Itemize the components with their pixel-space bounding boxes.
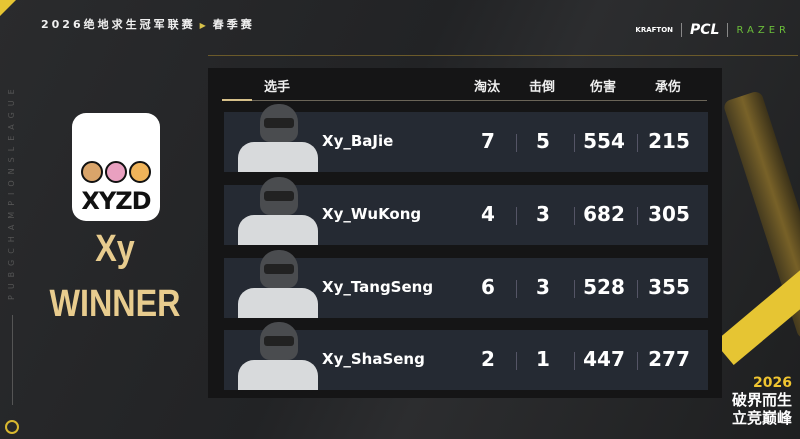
- column-divider: [636, 280, 638, 298]
- table-row: Xy_ShaSeng 2 1 447 277: [224, 322, 708, 390]
- column-divider: [636, 352, 638, 370]
- stat-eliminations: 6: [481, 275, 495, 299]
- col-damage: 伤害: [590, 80, 617, 95]
- stat-damage: 528: [583, 275, 625, 299]
- col-eliminations: 淘汰: [474, 80, 501, 95]
- slogan: 2026 破界而生 立竞巅峰: [732, 375, 792, 427]
- stat-damage-taken: 277: [648, 347, 690, 371]
- stat-damage-taken: 305: [648, 202, 690, 226]
- season-text: 春季赛: [212, 18, 255, 31]
- event-title: 2026绝地求生冠军联赛 ▶ 春季赛: [41, 16, 255, 32]
- pcl-logo: PCL: [690, 22, 720, 38]
- header-divider: [208, 55, 798, 56]
- arrow-icon: ▶: [199, 21, 209, 30]
- slogan-line1: 破界而生: [732, 391, 793, 409]
- stat-damage-taken: 215: [648, 129, 690, 153]
- table-row: Xy_TangSeng 6 3 528 355: [224, 250, 708, 318]
- stat-knockdowns: 5: [536, 129, 550, 153]
- player-avatar: [238, 322, 318, 390]
- side-league-text: PUBGCHAMPIONSLEAGUE: [7, 83, 16, 300]
- player-name: Xy_BaJie: [322, 132, 394, 150]
- team-logo-text: XYZD: [81, 187, 151, 215]
- corner-accent: [0, 0, 16, 16]
- column-divider: [515, 207, 517, 225]
- stat-damage: 682: [583, 202, 625, 226]
- winner-label: WINNER: [49, 283, 181, 325]
- player-stats-table: 选手 淘汰 击倒 伤害 承伤 Xy_BaJie 7 5 554 215 Xy_WuKong…: [208, 68, 722, 398]
- col-player: 选手: [264, 80, 291, 95]
- stat-eliminations: 4: [481, 202, 495, 226]
- krafton-logo: KRAFTON: [635, 26, 674, 34]
- divider: [727, 23, 729, 37]
- column-divider: [573, 134, 575, 152]
- target-icon: [5, 420, 19, 434]
- player-name: Xy_TangSeng: [322, 278, 434, 296]
- stat-damage: 447: [583, 347, 625, 371]
- stat-eliminations: 7: [481, 129, 495, 153]
- column-divider: [573, 207, 575, 225]
- player-name: Xy_ShaSeng: [322, 350, 425, 368]
- col-damage-taken: 承伤: [655, 80, 682, 95]
- player-avatar: [238, 177, 318, 245]
- column-divider: [636, 207, 638, 225]
- stat-knockdowns: 3: [536, 275, 550, 299]
- column-divider: [515, 134, 517, 152]
- col-knockdowns: 击倒: [529, 80, 556, 95]
- header-underline: [222, 100, 707, 101]
- team-name: Xy: [95, 228, 135, 270]
- player-avatar: [238, 104, 318, 172]
- slogan-year: 2026: [753, 375, 793, 391]
- divider: [681, 23, 683, 37]
- column-divider: [515, 280, 517, 298]
- column-divider: [515, 352, 517, 370]
- team-logo: XYZD: [72, 113, 160, 221]
- column-divider: [573, 352, 575, 370]
- table-row: Xy_BaJie 7 5 554 215: [224, 104, 708, 172]
- stat-damage-taken: 355: [648, 275, 690, 299]
- title-text: 2026绝地求生冠军联赛: [41, 18, 196, 31]
- player-avatar: [238, 250, 318, 318]
- player-name: Xy_WuKong: [322, 205, 422, 223]
- column-divider: [573, 280, 575, 298]
- stat-eliminations: 2: [481, 347, 495, 371]
- stat-knockdowns: 1: [536, 347, 550, 371]
- header-accent: [222, 99, 252, 101]
- slogan-line2: 立竞巅峰: [732, 409, 793, 427]
- stat-damage: 554: [583, 129, 625, 153]
- razer-logo: RAZER: [736, 24, 790, 36]
- team-mascots: [81, 161, 151, 183]
- sponsor-logos: KRAFTON PCL RAZER: [635, 22, 790, 38]
- table-row: Xy_WuKong 4 3 682 305: [224, 177, 708, 245]
- stat-knockdowns: 3: [536, 202, 550, 226]
- side-divider: [12, 315, 13, 405]
- column-divider: [636, 134, 638, 152]
